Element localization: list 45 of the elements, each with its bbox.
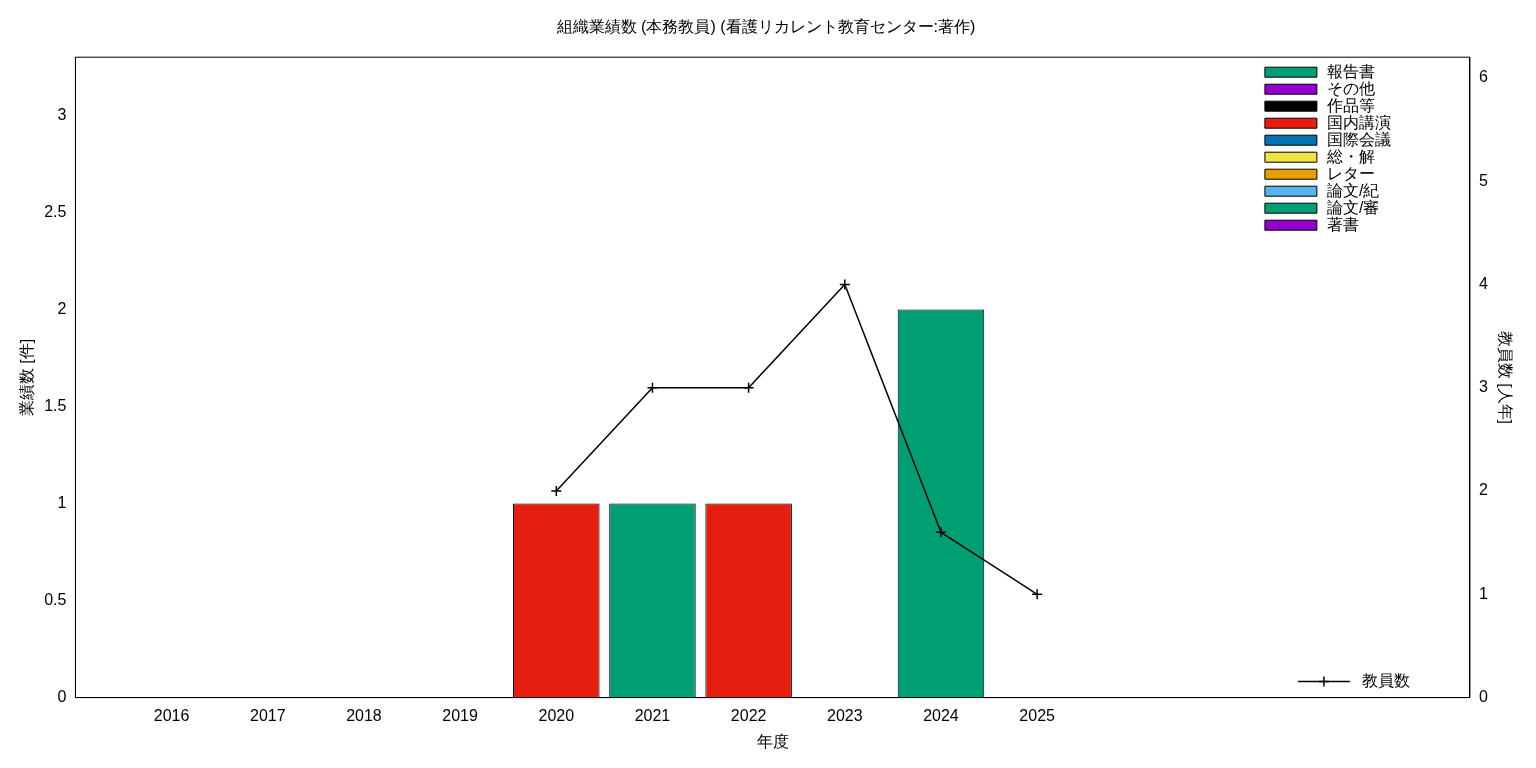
- x-tick-label: 2025: [1019, 706, 1056, 724]
- legend-label: 作品等: [1325, 96, 1375, 114]
- x-tick-label: 2022: [730, 706, 767, 724]
- y-tick-label: 0.5: [44, 590, 67, 608]
- point: [1031, 588, 1043, 601]
- legend-label: レター: [1326, 164, 1375, 182]
- y2-tick-label: 4: [1478, 274, 1488, 292]
- y2-axis-title: 教員数 [人年]: [1496, 330, 1514, 425]
- y-tick-label: 2.5: [44, 202, 67, 220]
- y2-tick-label: 3: [1478, 378, 1488, 396]
- x-tick-label: 2024: [923, 706, 959, 724]
- x-tick-label: 2023: [827, 706, 863, 724]
- point: [550, 485, 563, 497]
- x-axis-title: 年度: [756, 732, 789, 750]
- legend-label: 論文/紀: [1326, 181, 1380, 199]
- point: [646, 381, 659, 394]
- y-tick-label: 1: [57, 493, 67, 511]
- x-tick-label: 2020: [538, 706, 575, 724]
- y2-tick-label: 5: [1478, 171, 1488, 189]
- y-tick-label: 3: [57, 105, 67, 123]
- legend-label: 国際会議: [1326, 130, 1391, 148]
- y2-tick-label: 0: [1478, 688, 1488, 706]
- legend-label: その他: [1326, 79, 1375, 97]
- point: [839, 278, 851, 291]
- legend-label: 著書: [1326, 215, 1359, 233]
- x-tick-label: 2017: [249, 706, 286, 724]
- x-tick-label: 2016: [153, 706, 190, 724]
- y-axis-title: 業績数 [件]: [18, 338, 36, 417]
- y-tick-label: 1.5: [44, 396, 67, 414]
- legend-label: 論文/審: [1326, 198, 1380, 216]
- x-tick-label: 2021: [634, 706, 671, 724]
- legend-label: 教員数: [1361, 672, 1410, 690]
- x-tick-label: 2019: [442, 706, 479, 724]
- chart-title: 組織業績数 (本務教員) (看護リカレント教育センター:著作): [555, 18, 976, 36]
- point: [935, 526, 947, 539]
- y2-tick-label: 2: [1478, 481, 1488, 499]
- legend-label: 国内講演: [1326, 113, 1391, 131]
- legend-label: 総・解: [1325, 147, 1375, 165]
- y2-tick-label: 1: [1478, 584, 1488, 602]
- x-tick-label: 2018: [346, 706, 382, 724]
- y-tick-label: 0: [57, 688, 67, 706]
- y-tick-label: 2: [57, 299, 67, 317]
- legend-label: 報告書: [1326, 62, 1375, 80]
- point: [742, 381, 755, 394]
- y2-tick-label: 6: [1478, 68, 1488, 86]
